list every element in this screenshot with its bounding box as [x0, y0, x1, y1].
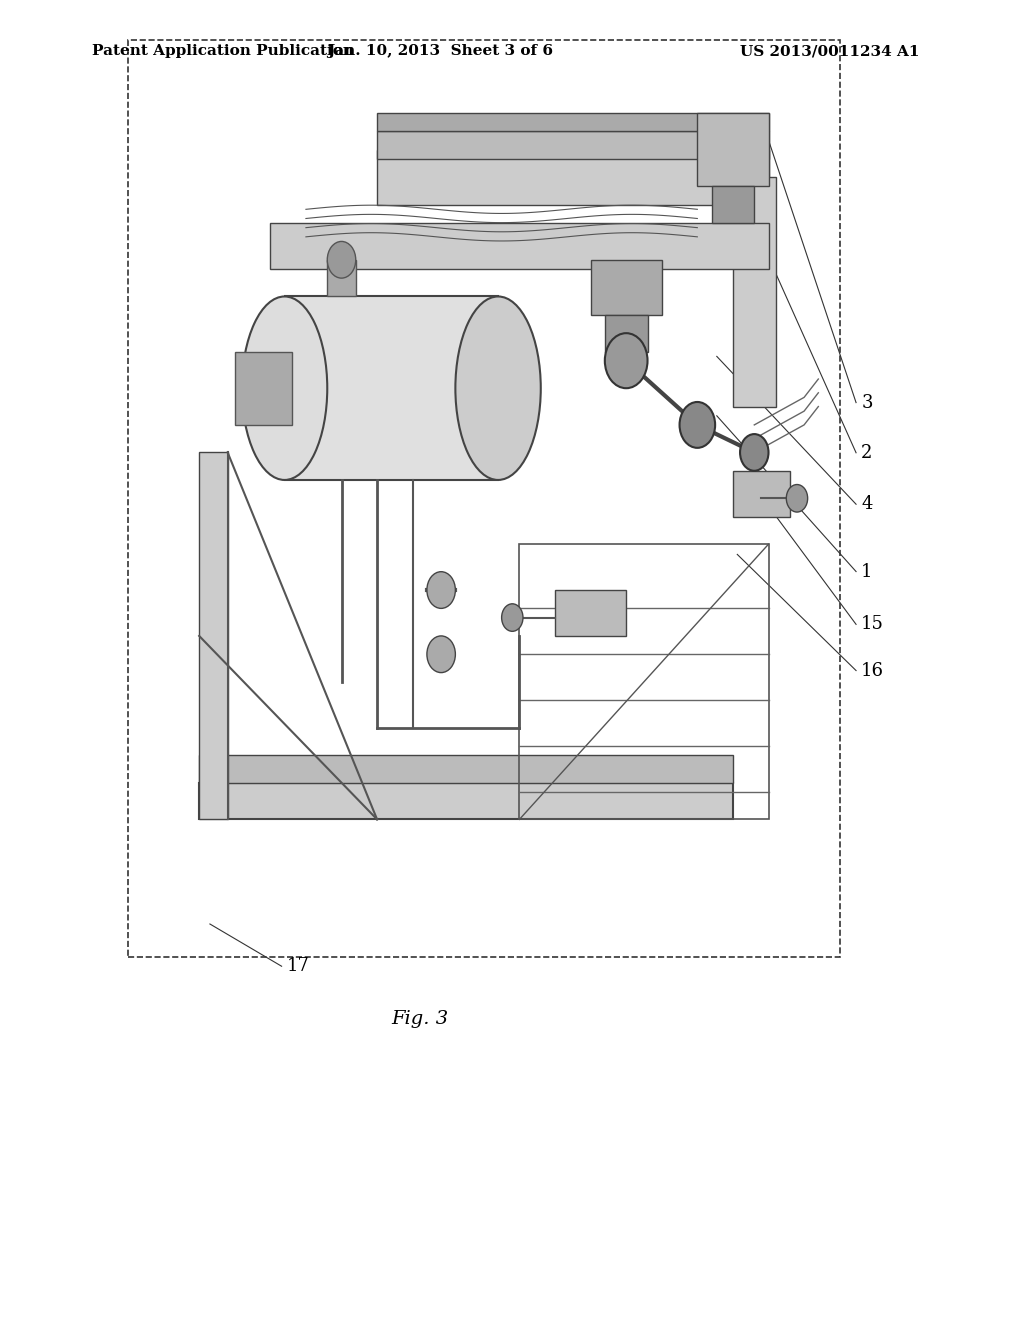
Text: 3: 3	[861, 393, 872, 412]
Circle shape	[328, 242, 355, 279]
Text: 16: 16	[861, 661, 884, 680]
Text: 2: 2	[861, 444, 872, 462]
Circle shape	[427, 572, 456, 609]
Circle shape	[740, 434, 768, 471]
Bar	[199, 783, 733, 820]
Bar	[234, 351, 292, 425]
Bar	[712, 186, 755, 223]
Text: US 2013/0011234 A1: US 2013/0011234 A1	[739, 45, 920, 58]
Text: 15: 15	[861, 615, 884, 634]
Text: 1: 1	[861, 562, 872, 581]
Bar	[605, 315, 647, 351]
Bar	[377, 149, 768, 205]
Bar	[697, 114, 768, 186]
Bar	[377, 132, 768, 158]
Bar	[591, 260, 662, 314]
Bar	[377, 114, 768, 131]
Bar	[199, 453, 227, 820]
Circle shape	[680, 403, 715, 447]
Ellipse shape	[242, 297, 328, 480]
Bar	[199, 755, 733, 783]
Bar	[555, 590, 627, 636]
Bar	[128, 40, 840, 957]
Bar	[733, 177, 775, 407]
Bar	[519, 544, 768, 820]
Ellipse shape	[456, 297, 541, 480]
Bar	[285, 297, 498, 480]
Text: 17: 17	[287, 957, 309, 975]
Bar	[328, 260, 355, 297]
Text: Jan. 10, 2013  Sheet 3 of 6: Jan. 10, 2013 Sheet 3 of 6	[328, 45, 553, 58]
Text: Fig. 3: Fig. 3	[391, 1010, 449, 1028]
Text: 4: 4	[861, 495, 872, 513]
Bar	[733, 471, 790, 516]
Circle shape	[605, 333, 647, 388]
Text: Patent Application Publication: Patent Application Publication	[92, 45, 354, 58]
Bar	[270, 223, 768, 269]
Circle shape	[786, 484, 808, 512]
Circle shape	[427, 636, 456, 673]
Circle shape	[502, 603, 523, 631]
